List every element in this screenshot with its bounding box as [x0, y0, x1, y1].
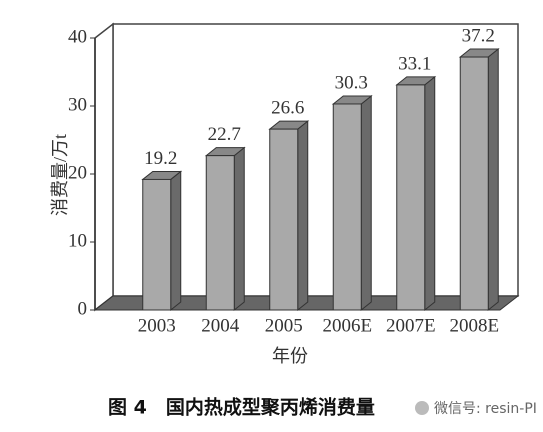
- y-tick-label: 30: [68, 94, 87, 115]
- y-axis-label: 消费量/万t: [50, 134, 70, 216]
- bar-side: [487, 47, 499, 312]
- x-tick-label: 2004: [201, 315, 240, 336]
- bar-side: [360, 94, 372, 312]
- watermark-icon: [415, 401, 429, 415]
- bar-side: [297, 120, 309, 312]
- bar-side: [170, 170, 182, 312]
- value-label: 30.3: [335, 72, 368, 93]
- value-label: 22.7: [208, 124, 241, 145]
- bar: [396, 84, 426, 311]
- x-axis-label: 年份: [272, 346, 308, 366]
- bar-side: [424, 75, 436, 312]
- bar: [459, 56, 489, 311]
- value-label: 19.2: [144, 148, 177, 169]
- y-tick-label: 40: [68, 26, 87, 47]
- value-label: 33.1: [398, 53, 431, 74]
- y-tick-label: 0: [78, 298, 88, 319]
- bar: [205, 155, 235, 311]
- x-tick-label: 2006E: [322, 315, 372, 336]
- value-label: 26.6: [271, 97, 304, 118]
- x-tick-label: 2008E: [449, 315, 499, 336]
- bar: [142, 178, 172, 311]
- side-wall: [94, 22, 114, 312]
- bar: [332, 103, 362, 311]
- watermark: 微信号: resin-PI: [434, 401, 537, 417]
- x-tick-label: 2003: [138, 315, 176, 336]
- y-tick-label: 20: [68, 162, 87, 183]
- x-tick-label: 2007E: [386, 315, 436, 336]
- bar: [269, 128, 299, 311]
- y-tick-label: 10: [68, 230, 87, 251]
- caption: 图 4 国内热成型聚丙烯消费量: [108, 396, 375, 419]
- x-tick-label: 2005: [265, 315, 303, 336]
- bar-side: [233, 146, 245, 312]
- value-label: 37.2: [462, 25, 495, 46]
